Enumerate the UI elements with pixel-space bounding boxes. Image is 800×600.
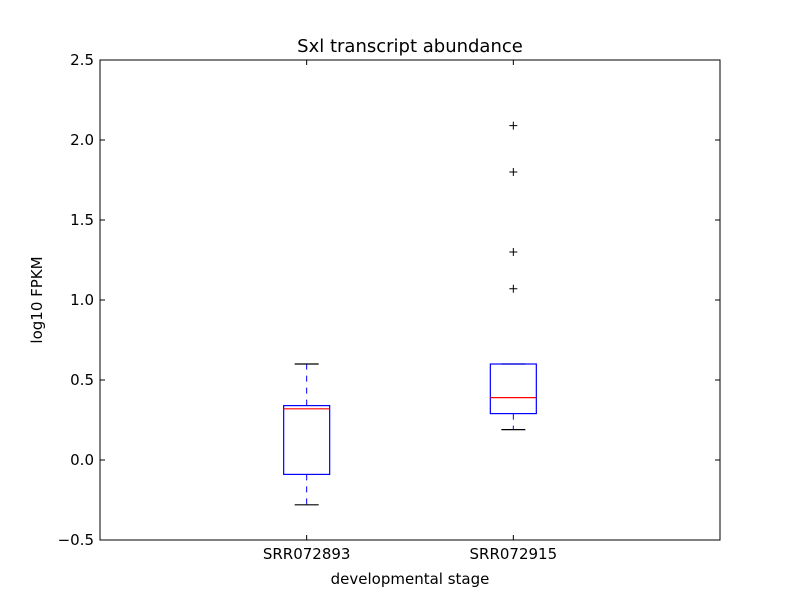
chart-title: Sxl transcript abundance <box>297 36 523 57</box>
y-tick-label: 0.0 <box>70 451 94 469</box>
y-tick-label: 2.0 <box>70 131 94 149</box>
box <box>489 363 537 415</box>
y-tick-label: 2.5 <box>70 51 94 69</box>
y-tick-label: −0.5 <box>58 531 94 549</box>
y-tick-label: 1.5 <box>70 211 94 229</box>
plot-area: −0.5 0.0 0.5 1.0 1.5 2.0 2.5 SRR072893 SRR072915 <box>58 51 721 563</box>
axes-frame <box>99 59 721 541</box>
y-tick-label: 1.0 <box>70 291 94 309</box>
box <box>283 405 331 476</box>
outlier-point <box>509 168 518 176</box>
x-tick-label: SRR072915 <box>470 545 558 563</box>
x-axis-label: developmental stage <box>331 570 490 588</box>
outlier-point <box>509 248 518 256</box>
y-tick-label: 0.5 <box>70 371 94 389</box>
y-axis-label: log10 FPKM <box>28 256 46 343</box>
outlier-point <box>509 284 518 293</box>
x-tick-label: SRR072893 <box>263 545 351 563</box>
outlier-point <box>509 121 518 130</box>
